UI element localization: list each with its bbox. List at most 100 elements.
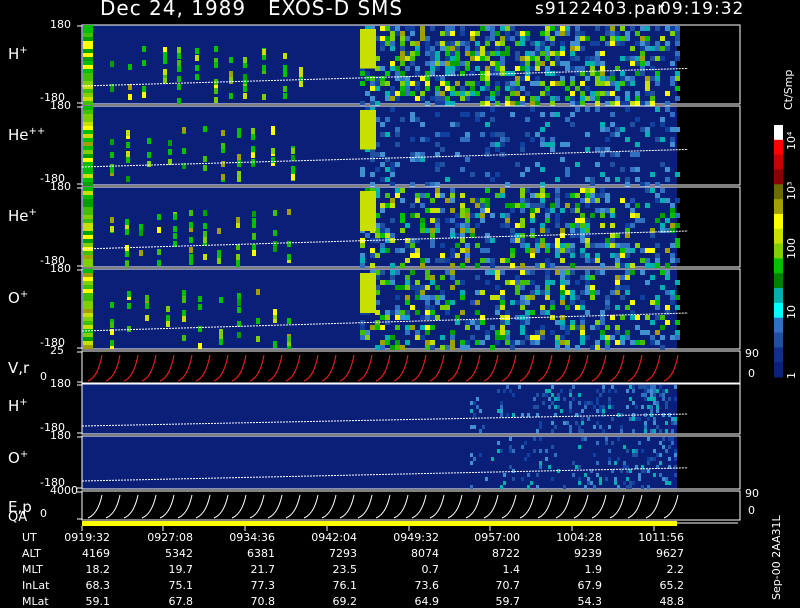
pixel — [485, 51, 490, 56]
pixel — [578, 401, 581, 405]
pixel — [520, 41, 525, 46]
pixel — [415, 253, 420, 258]
pixel — [530, 340, 535, 345]
colorbar-segment — [774, 199, 783, 215]
pixel — [445, 51, 450, 56]
pixel — [650, 397, 653, 401]
pixel — [450, 91, 455, 96]
pixel — [83, 146, 93, 150]
pixel — [490, 213, 495, 218]
pixel — [560, 51, 565, 56]
pixel — [620, 81, 625, 86]
colorbar-segment — [774, 302, 783, 319]
ephem-cell: 65.2 — [659, 579, 685, 592]
pixel — [505, 46, 510, 51]
pixel — [569, 401, 572, 405]
sawtooth-curve — [663, 494, 679, 519]
pixel — [625, 31, 630, 36]
pixel — [380, 280, 385, 285]
pixel — [435, 56, 440, 61]
pixel — [505, 330, 510, 335]
pixel — [563, 485, 566, 489]
pixel — [475, 290, 480, 295]
pixel — [450, 335, 455, 340]
pixel — [495, 285, 500, 290]
pixel — [495, 147, 500, 152]
pixel — [557, 393, 560, 397]
pixel — [540, 263, 545, 268]
pixel — [460, 193, 465, 198]
pixel — [632, 453, 635, 457]
pixel — [596, 389, 599, 393]
pixel — [375, 223, 380, 228]
pixel — [630, 46, 635, 51]
pixel — [500, 295, 505, 300]
pixel — [189, 226, 193, 232]
pixel — [415, 41, 420, 46]
pixel — [445, 101, 450, 106]
colorbar-segment — [774, 317, 783, 334]
pixel — [665, 91, 670, 96]
pixel — [520, 203, 525, 208]
pixel — [545, 310, 550, 315]
sawtooth-curve — [123, 494, 139, 519]
pixel — [430, 61, 435, 66]
pixel — [435, 101, 440, 106]
pixel — [644, 413, 647, 417]
pixel — [530, 193, 535, 198]
pixel — [445, 258, 450, 263]
pixel — [641, 485, 644, 489]
pixel — [166, 321, 170, 327]
pixel — [503, 389, 506, 393]
pixel — [110, 226, 114, 232]
pixel — [550, 142, 555, 147]
pixel — [500, 305, 505, 310]
pixel — [460, 310, 465, 315]
pixel — [641, 469, 644, 473]
pixel — [217, 254, 221, 260]
pixel — [455, 41, 460, 46]
pixel — [590, 243, 595, 248]
pixel — [83, 162, 93, 166]
pixel — [480, 198, 485, 203]
pixel — [580, 198, 585, 203]
pixel — [83, 317, 93, 321]
pixel — [662, 477, 665, 481]
pixel — [550, 203, 555, 208]
pixel — [460, 137, 465, 142]
pixel — [495, 31, 500, 36]
pixel — [505, 31, 510, 36]
pixel — [375, 101, 380, 106]
pixel — [83, 285, 93, 289]
pixel — [435, 162, 440, 167]
pixel — [545, 142, 550, 147]
pixel — [640, 127, 645, 132]
pixel — [656, 401, 659, 405]
pixel — [505, 26, 510, 31]
pixel — [570, 208, 575, 213]
pixel — [400, 76, 405, 81]
pixel — [287, 318, 291, 324]
pixel — [221, 174, 225, 180]
ytick-bot-h_plus_1: -180 — [40, 91, 65, 104]
pixel — [625, 107, 630, 112]
pixel — [217, 250, 221, 256]
pixel — [400, 56, 405, 61]
pixel — [530, 107, 535, 112]
pixel — [660, 162, 665, 167]
pixel — [540, 61, 545, 66]
pixel — [385, 177, 390, 182]
pixel — [580, 96, 585, 101]
pixel — [510, 81, 515, 86]
pixel — [635, 101, 640, 106]
pixel — [219, 339, 223, 345]
pixel — [440, 46, 445, 51]
pixel — [545, 193, 550, 198]
pixel — [390, 41, 395, 46]
pixel — [535, 263, 540, 268]
pixel — [632, 429, 635, 433]
pixel — [365, 335, 370, 340]
pixel — [415, 71, 420, 76]
pixel — [385, 310, 390, 315]
pixel — [410, 325, 415, 330]
